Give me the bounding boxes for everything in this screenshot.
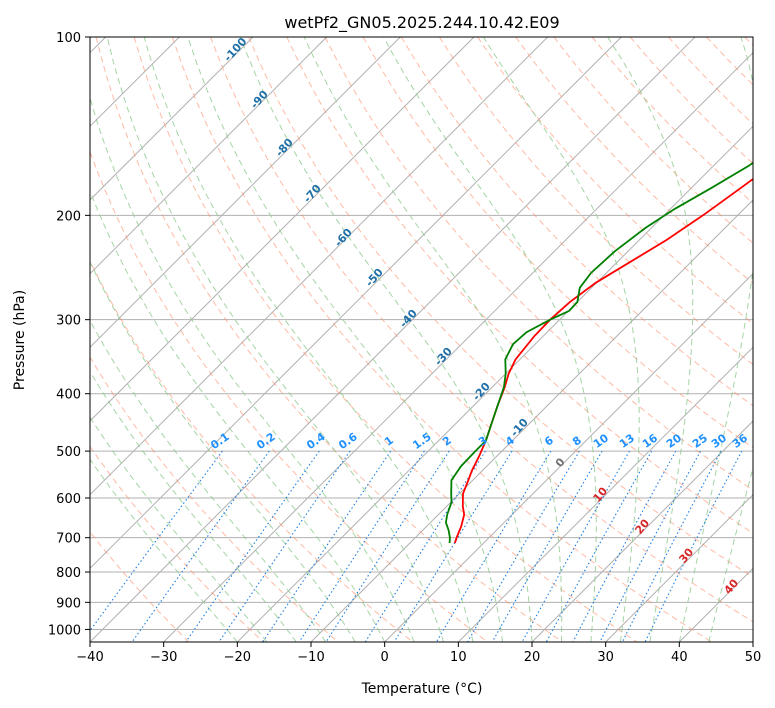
x-axis: −40 −30 −20 −10 0 10 20 30 40 50 (76, 642, 761, 665)
x-tick-label: −40 (76, 650, 103, 665)
x-tick-label: 30 (597, 650, 614, 665)
y-tick-label: 700 (56, 532, 81, 547)
moist-adiabat-line (90, 458, 238, 642)
temperature-profile-line (453, 177, 753, 544)
y-tick-label: 1000 (48, 623, 81, 638)
moist-adiabat-line (90, 416, 268, 642)
sounding-profiles (444, 161, 753, 544)
y-axis: 100 200 300 400 500 600 700 800 900 1000 (48, 31, 90, 638)
isotherm-line (90, 37, 401, 349)
moist-adiabat-line (187, 37, 503, 642)
moist-adiabat-line (607, 37, 694, 642)
x-tick-label: 0 (381, 650, 389, 665)
moist-adiabat-line (708, 466, 753, 642)
moist-adiabat-line (90, 189, 386, 642)
isotherm-line (90, 37, 622, 570)
mixing-ratio-line (491, 450, 603, 642)
moist-adiabat-line (90, 260, 356, 642)
dry-adiabat-lines (90, 37, 753, 642)
mixing-ratio-line (572, 450, 677, 642)
moist-adiabat-line (383, 37, 597, 642)
isotherm-line (90, 37, 549, 496)
moist-adiabat-line (303, 37, 563, 642)
plot-area: 0.1 0.2 0.4 0.6 1 1.5 2 3 4 6 8 10 13 16 20 25 30 36-100-… (90, 37, 753, 642)
isotherm-line (605, 493, 753, 642)
x-tick-label: 40 (671, 650, 688, 665)
isobar-gridlines (90, 37, 753, 630)
y-tick-label: 400 (56, 388, 81, 403)
moist-adiabat-line (90, 319, 327, 642)
y-tick-label: 900 (56, 596, 81, 611)
mixing-ratio-line (621, 450, 722, 642)
moist-adiabat-line (482, 37, 640, 642)
mixing-ratio-line (599, 450, 701, 642)
moist-adiabat-line (678, 37, 753, 642)
mixing-ratio-line (298, 450, 425, 642)
dry-adiabat-line (171, 37, 712, 642)
dry-adiabat-line (133, 37, 638, 642)
x-tick-label: 10 (450, 650, 467, 665)
mixing-ratio-line (521, 450, 630, 642)
x-tick-label: 50 (745, 650, 762, 665)
moist-adiabat-lines (90, 37, 753, 642)
x-tick-label: −30 (150, 650, 177, 665)
dry-adiabat-line (286, 37, 753, 534)
isotherm-line (384, 272, 753, 642)
isotherm-line (90, 37, 254, 201)
y-tick-label: 800 (56, 566, 81, 581)
mixing-ratio-line (393, 450, 513, 642)
dry-adiabat-line (90, 150, 488, 642)
isotherm-line (90, 37, 328, 275)
mixing-ratio-lines (90, 450, 743, 642)
dry-adiabat-line (95, 37, 563, 642)
mixing-ratio-line (218, 450, 351, 642)
y-tick-label: 600 (56, 492, 81, 507)
dry-adiabat-line (438, 37, 753, 366)
y-tick-label: 300 (56, 314, 81, 329)
chart-title: wetPf2_GN05.2025.244.10.42.E09 (284, 13, 559, 33)
moist-adiabat-line (239, 37, 533, 642)
dry-adiabat-line (90, 259, 414, 642)
dry-adiabat-line (210, 37, 753, 623)
x-tick-label: 20 (524, 650, 541, 665)
moist-adiabat-line (106, 37, 445, 642)
x-tick-label: −20 (224, 650, 251, 665)
moist-adiabat-line (90, 370, 297, 642)
y-tick-label: 100 (56, 31, 81, 46)
dry-adiabat-line (90, 356, 339, 642)
x-axis-label: Temperature (°C) (361, 681, 483, 697)
mixing-ratio-line (545, 450, 653, 642)
dry-adiabat-line (90, 445, 264, 642)
isotherm-line (163, 51, 753, 642)
dewpoint-profile-line (444, 161, 753, 544)
isotherm-line (90, 37, 696, 642)
dry-adiabat-line (477, 37, 753, 325)
dry-adiabat-line (248, 37, 753, 578)
moist-adiabat-line (90, 96, 415, 642)
isotherm-line (531, 420, 753, 642)
plot-frame (89, 36, 754, 643)
mixing-ratio-line (262, 450, 392, 642)
mixing-ratio-line (644, 450, 743, 642)
isotherm-line (236, 125, 753, 642)
x-tick-label: −10 (297, 650, 324, 665)
mixing-ratio-line (185, 450, 320, 642)
moist-adiabat-line (143, 37, 474, 642)
mixing-ratio-line (90, 450, 223, 632)
y-tick-label: 500 (56, 445, 81, 460)
y-axis-label: Pressure (hPa) (12, 290, 28, 390)
y-tick-label: 200 (56, 209, 81, 224)
isotherm-line (90, 37, 475, 422)
